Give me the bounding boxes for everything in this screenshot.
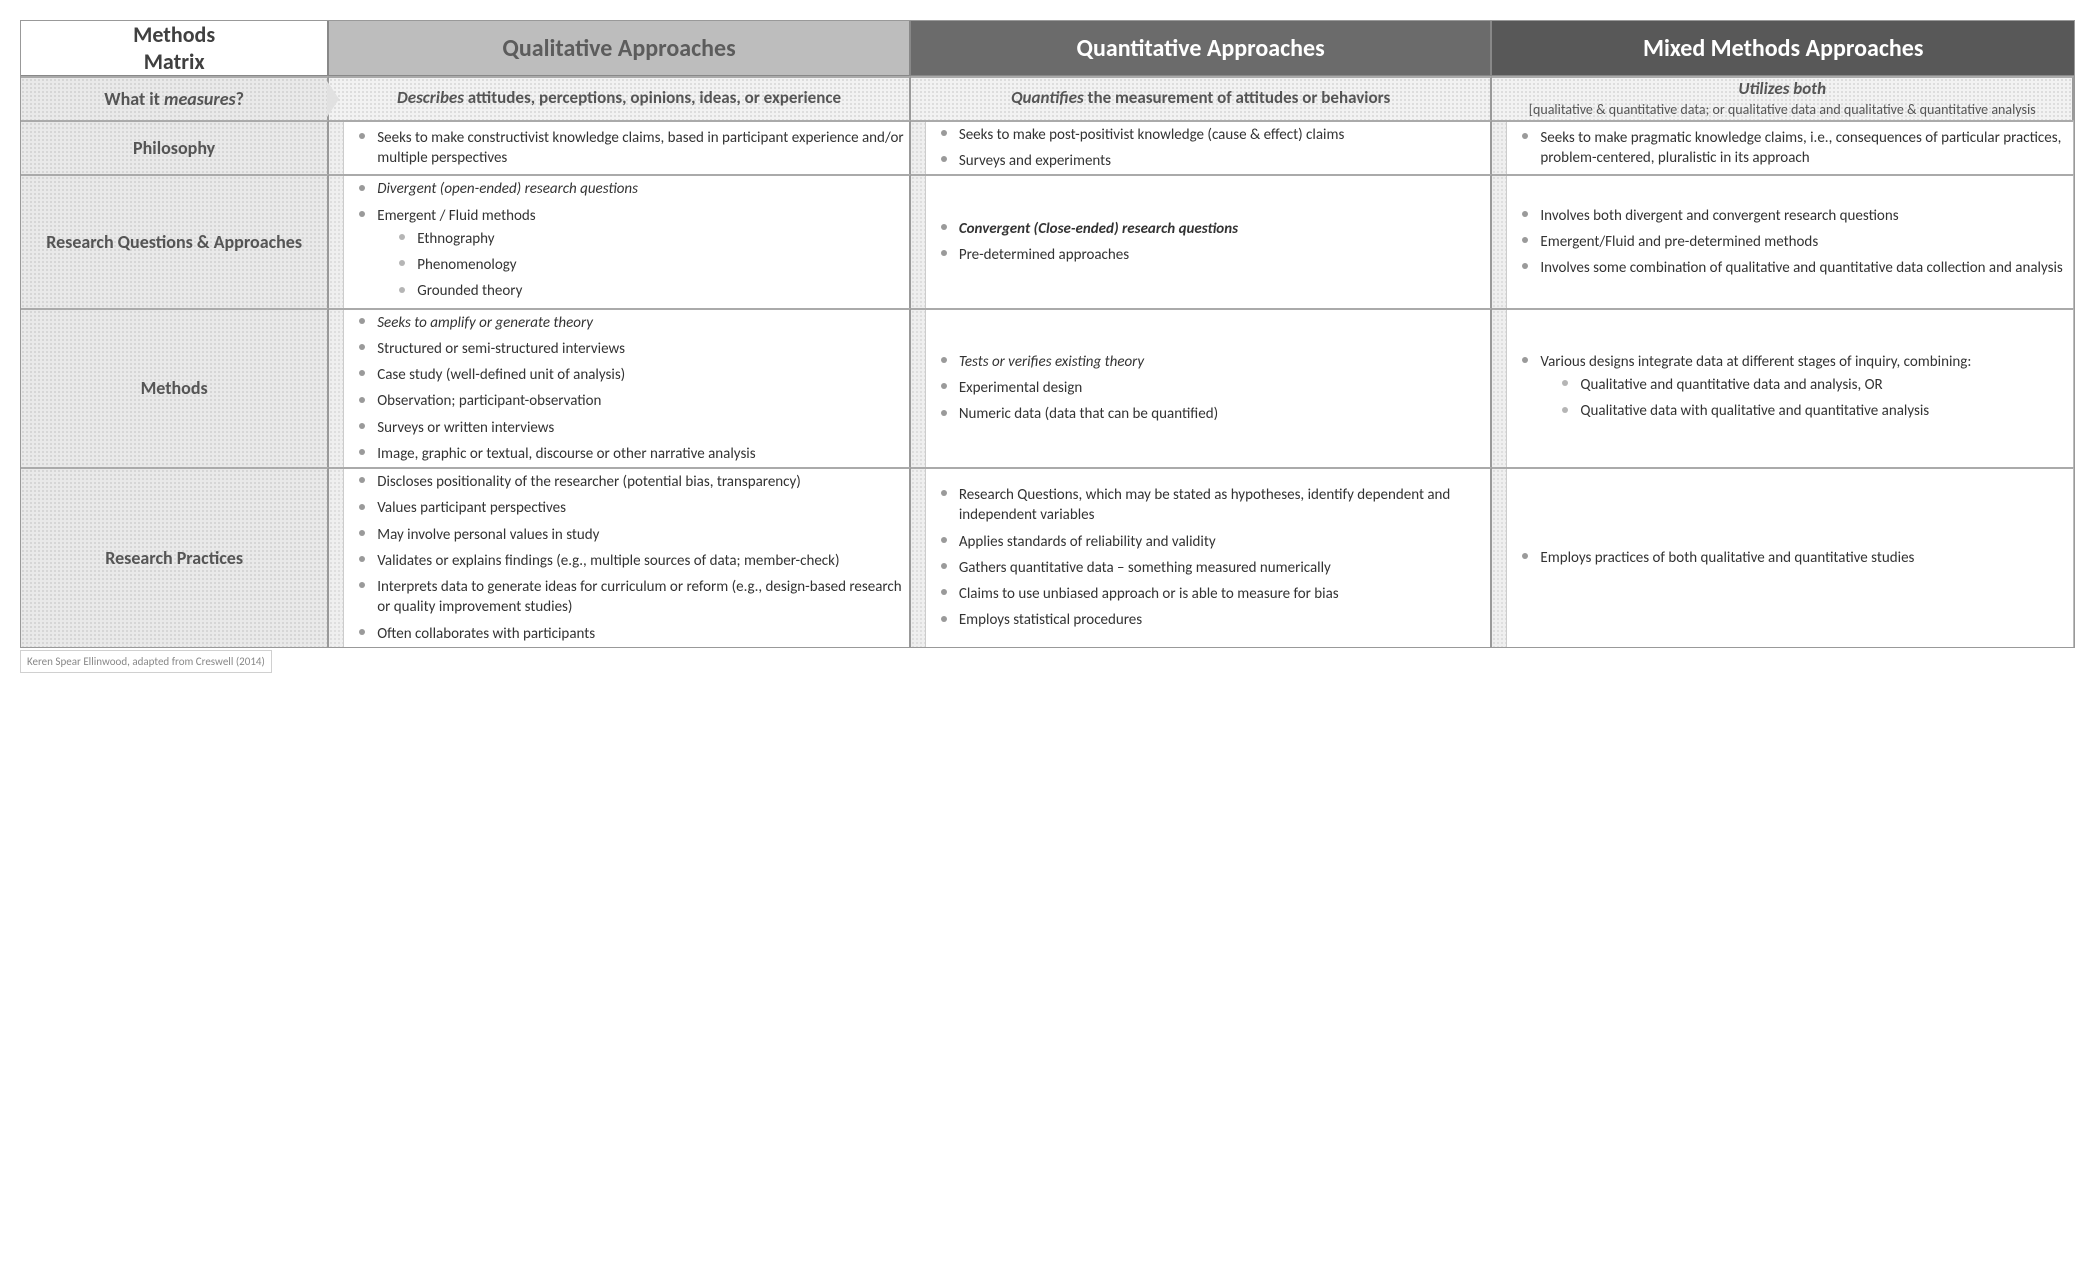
list-item: Seeks to make pragmatic knowledge claims… xyxy=(1522,125,2073,172)
list-item: Involves some combination of qualitative… xyxy=(1522,255,2073,281)
list-item: Discloses positionality of the researche… xyxy=(359,469,909,495)
cell-practices-mixed: Employs practices of both qualitative an… xyxy=(1492,467,2074,647)
list-item: Gathers quantitative data – something me… xyxy=(941,555,1491,581)
cell-practices-qual: Discloses positionality of the researche… xyxy=(329,467,911,647)
cell-methods-quant: Tests or verifies existing theoryExperim… xyxy=(911,308,1493,468)
cell-rq-quant: Convergent (Close-ended) research questi… xyxy=(911,174,1493,307)
cell-measures-mixed: Utilizes both[qualitative & quantitative… xyxy=(1492,76,2074,120)
list-item: Emergent/Fluid and pre-determined method… xyxy=(1522,229,2073,255)
list-item: Qualitative and quantitative data and an… xyxy=(1562,372,2073,398)
cell-measures-qual: Describes attitudes, perceptions, opinio… xyxy=(329,76,911,120)
cell-measures-quant: Quantifies the measurement of attitudes … xyxy=(911,76,1493,120)
row-label-practices: Research Practices xyxy=(21,467,329,647)
row-label-methods: Methods xyxy=(21,308,329,468)
list-item: Often collaborates with participants xyxy=(359,621,909,647)
list-item: Divergent (open-ended) research question… xyxy=(359,176,909,202)
list-item: Research Questions, which may be stated … xyxy=(941,482,1491,529)
matrix-header: MethodsMatrixQualitative ApproachesQuant… xyxy=(21,21,2074,76)
list-item: Surveys or written interviews xyxy=(359,415,909,441)
footnote: Keren Spear Ellinwood, adapted from Cres… xyxy=(20,650,272,673)
table-title: MethodsMatrix xyxy=(21,21,329,76)
list-item: Validates or explains findings (e.g., mu… xyxy=(359,548,909,574)
row-label-measures: What it measures? xyxy=(21,76,329,120)
list-item: Employs practices of both qualitative an… xyxy=(1522,545,2073,571)
methods-matrix-table: MethodsMatrixQualitative ApproachesQuant… xyxy=(20,20,2075,648)
column-header-quant: Quantitative Approaches xyxy=(911,21,1493,76)
list-item: Experimental design xyxy=(941,375,1491,401)
row-label-philosophy: Philosophy xyxy=(21,120,329,175)
cell-methods-qual: Seeks to amplify or generate theoryStruc… xyxy=(329,308,911,468)
cell-philosophy-mixed: Seeks to make pragmatic knowledge claims… xyxy=(1492,120,2074,175)
list-item: Claims to use unbiased approach or is ab… xyxy=(941,581,1491,607)
cell-rq-qual: Divergent (open-ended) research question… xyxy=(329,174,911,307)
list-item: Emergent / Fluid methodsEthnographyPheno… xyxy=(359,203,909,308)
cell-rq-mixed: Involves both divergent and convergent r… xyxy=(1492,174,2074,307)
matrix-body: What it measures?Describes attitudes, pe… xyxy=(21,76,2074,647)
list-item: Tests or verifies existing theory xyxy=(941,349,1491,375)
list-item: Surveys and experiments xyxy=(941,148,1491,174)
column-header-qual: Qualitative Approaches xyxy=(329,21,911,76)
list-item: Observation; participant-observation xyxy=(359,388,909,414)
list-item: Convergent (Close-ended) research questi… xyxy=(941,216,1491,242)
column-header-mixed: Mixed Methods Approaches xyxy=(1492,21,2074,76)
cell-philosophy-qual: Seeks to make constructivist knowledge c… xyxy=(329,120,911,175)
list-item: Numeric data (data that can be quantifie… xyxy=(941,401,1491,427)
list-item: Seeks to make constructivist knowledge c… xyxy=(359,125,909,172)
list-item: Values participant perspectives xyxy=(359,495,909,521)
row-label-rq: Research Questions & Approaches xyxy=(21,174,329,307)
list-item: May involve personal values in study xyxy=(359,522,909,548)
list-item: Image, graphic or textual, discourse or … xyxy=(359,441,909,467)
list-item: Pre-determined approaches xyxy=(941,242,1491,268)
list-item: Structured or semi-structured interviews xyxy=(359,336,909,362)
list-item: Grounded theory xyxy=(399,278,909,304)
cell-practices-quant: Research Questions, which may be stated … xyxy=(911,467,1493,647)
list-item: Seeks to make post-positivist knowledge … xyxy=(941,122,1491,148)
list-item: Involves both divergent and convergent r… xyxy=(1522,203,2073,229)
cell-philosophy-quant: Seeks to make post-positivist knowledge … xyxy=(911,120,1493,175)
list-item: Ethnography xyxy=(399,226,909,252)
list-item: Seeks to amplify or generate theory xyxy=(359,310,909,336)
list-item: Phenomenology xyxy=(399,252,909,278)
list-item: Qualitative data with qualitative and qu… xyxy=(1562,398,2073,424)
list-item: Case study (well-defined unit of analysi… xyxy=(359,362,909,388)
list-item: Various designs integrate data at differ… xyxy=(1522,349,2073,428)
list-item: Interprets data to generate ideas for cu… xyxy=(359,574,909,621)
list-item: Employs statistical procedures xyxy=(941,607,1491,633)
list-item: Applies standards of reliability and val… xyxy=(941,529,1491,555)
cell-methods-mixed: Various designs integrate data at differ… xyxy=(1492,308,2074,468)
